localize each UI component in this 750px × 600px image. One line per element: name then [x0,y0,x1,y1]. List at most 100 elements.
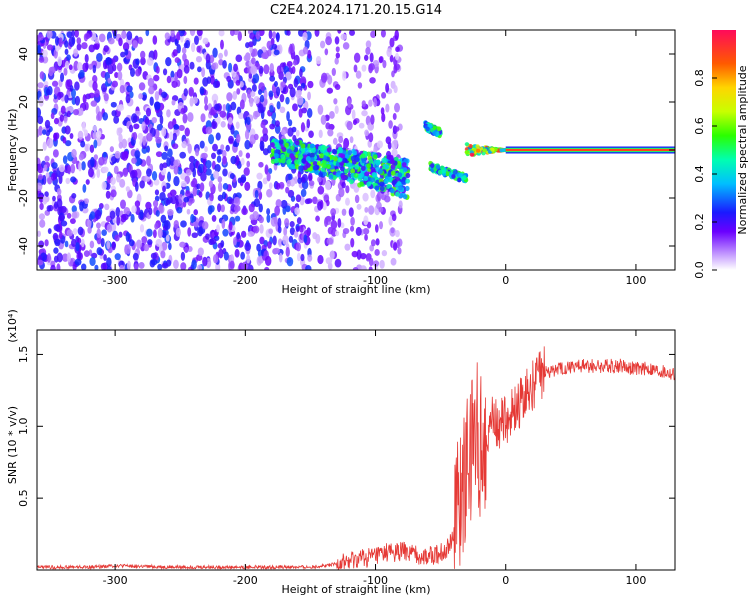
spectral-point [125,186,131,192]
spectral-point [273,158,279,164]
spectral-point [237,31,242,42]
spectral-point [299,224,304,233]
spectral-point [120,199,126,210]
spectral-point [60,220,68,227]
spectral-point [435,164,441,170]
spectral-point [349,179,354,185]
y-tick-label: 40 [17,47,30,61]
spectral-point [462,175,467,180]
snr-frame [36,329,676,571]
spectral-point [98,33,106,43]
spectral-point [342,228,350,235]
spectral-point [100,237,105,248]
spectral-point [331,67,336,77]
spectral-point [334,258,342,268]
spectral-point [154,101,161,111]
spectral-point [119,264,125,270]
spectral-point [85,179,90,185]
spectral-point [244,129,250,140]
spectral-point [365,255,371,262]
spectral-point [59,214,65,221]
spectral-point [236,133,241,144]
spectral-point [269,104,274,113]
spectral-point [247,264,254,270]
spectral-point [347,98,352,109]
spectral-point [278,139,284,145]
spectral-point [165,234,170,242]
spectral-point [234,248,240,258]
spectral-point [146,168,152,177]
colorbar-tick-label: 0.2 [693,213,706,231]
spectral-point [329,164,335,170]
spectral-point [252,73,260,84]
spectral-point [205,126,213,135]
spectral-point [209,205,215,213]
spectral-point [160,250,166,259]
spectral-point [356,203,362,210]
spectral-point [114,253,121,261]
spectral-point [196,183,201,190]
spectral-point [115,207,121,217]
colorbar-gradient [712,30,736,270]
spectral-point [51,162,58,169]
spectral-point [252,225,260,234]
spectral-point [229,173,235,180]
spectral-point [162,162,168,169]
spectral-point [103,254,107,261]
spectral-point [341,70,347,81]
colorbar-ticks: 0.0 0.2 0.4 0.6 0.8 [693,69,717,279]
spectral-point [38,213,46,220]
spectral-point [246,116,251,126]
spectral-point [197,66,202,73]
spectral-point [256,243,261,252]
spectral-point [173,175,180,187]
spectral-point [350,216,355,226]
spectral-point [139,224,145,233]
spectral-point [306,107,313,118]
spectral-point [359,181,365,187]
spectral-point [126,260,131,270]
spectral-point [258,191,263,200]
spectral-point [308,180,315,187]
spectral-point [340,174,346,180]
spectral-point [402,167,408,173]
spectral-point [42,141,47,151]
spectral-point [300,253,305,262]
spectral-point [294,207,300,216]
spectral-point [300,188,307,198]
spectral-point [370,30,377,39]
spectral-point [199,182,205,192]
spectral-point [285,71,292,81]
spectral-point [52,195,56,202]
spectral-point [284,218,290,227]
spectral-point [135,58,140,66]
spectral-point [350,168,356,174]
spectral-point [285,186,290,194]
spectral-point [309,143,315,149]
spectral-point [287,127,294,137]
spectral-point [98,156,105,166]
spectral-point [274,205,281,216]
spectral-point [289,179,296,186]
spectral-point [294,159,299,165]
spectral-point [37,115,44,125]
spectral-point [43,164,48,172]
spectral-point [252,48,258,57]
spectral-point [243,167,250,176]
spectral-point [281,146,287,152]
spectral-point [56,188,62,196]
spectral-point [154,91,160,101]
spectral-point [388,216,393,226]
spectral-point [81,42,88,50]
spectral-point [280,81,286,88]
spectral-point [351,109,356,120]
spectral-point [277,238,283,246]
spectral-point [64,48,69,55]
spectral-point [179,241,186,248]
spectral-point [140,56,146,66]
spectral-point [299,76,307,86]
spectral-point [235,54,243,63]
spectral-point [278,252,283,263]
snr-y-multiplier: (x10⁴) [6,309,19,343]
